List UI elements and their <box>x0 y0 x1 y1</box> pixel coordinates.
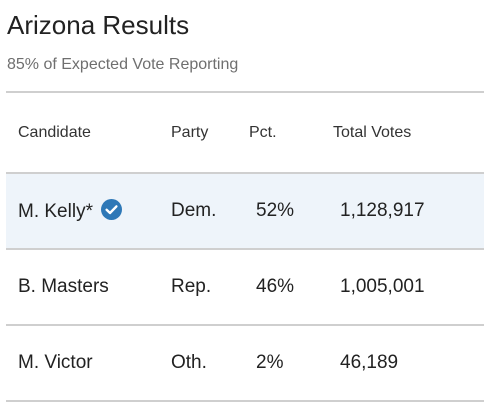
page-title: Arizona Results <box>7 10 190 40</box>
table-row: M. Kelly* Dem. 52% 1,128,917 <box>6 173 484 249</box>
reporting-status: 85% of Expected Vote Reporting <box>7 56 239 73</box>
candidate-name: B. Masters <box>18 276 109 297</box>
candidate-cell: B. Masters <box>6 249 171 325</box>
candidate-cell: M. Victor <box>6 325 171 401</box>
party-cell: Dem. <box>171 200 217 221</box>
candidate-name: M. Kelly* <box>18 200 93 222</box>
check-circle-icon <box>100 198 122 220</box>
column-header-candidate: Candidate <box>18 123 91 141</box>
votes-cell: 46,189 <box>340 352 399 373</box>
pct-cell: 46% <box>256 276 295 297</box>
party-cell: Oth. <box>171 352 207 373</box>
column-header-party: Party <box>171 123 209 141</box>
table-row: M. Victor Oth. 2% 46,189 <box>6 325 484 401</box>
candidate-name: M. Victor <box>18 352 93 373</box>
party-cell: Rep. <box>171 276 212 297</box>
table-header-row: Candidate Party Pct. Total Votes <box>6 92 484 173</box>
table-row: B. Masters Rep. 46% 1,005,001 <box>6 249 484 325</box>
pct-cell: 2% <box>256 352 284 373</box>
votes-cell: 1,128,917 <box>340 200 425 221</box>
results-table: Candidate Party Pct. Total Votes M. Kell… <box>6 91 484 402</box>
votes-cell: 1,005,001 <box>340 276 425 297</box>
pct-cell: 52% <box>256 200 295 221</box>
column-header-total-votes: Total Votes <box>333 123 412 141</box>
candidate-cell: M. Kelly* <box>6 173 171 249</box>
column-header-pct: Pct. <box>249 123 277 141</box>
